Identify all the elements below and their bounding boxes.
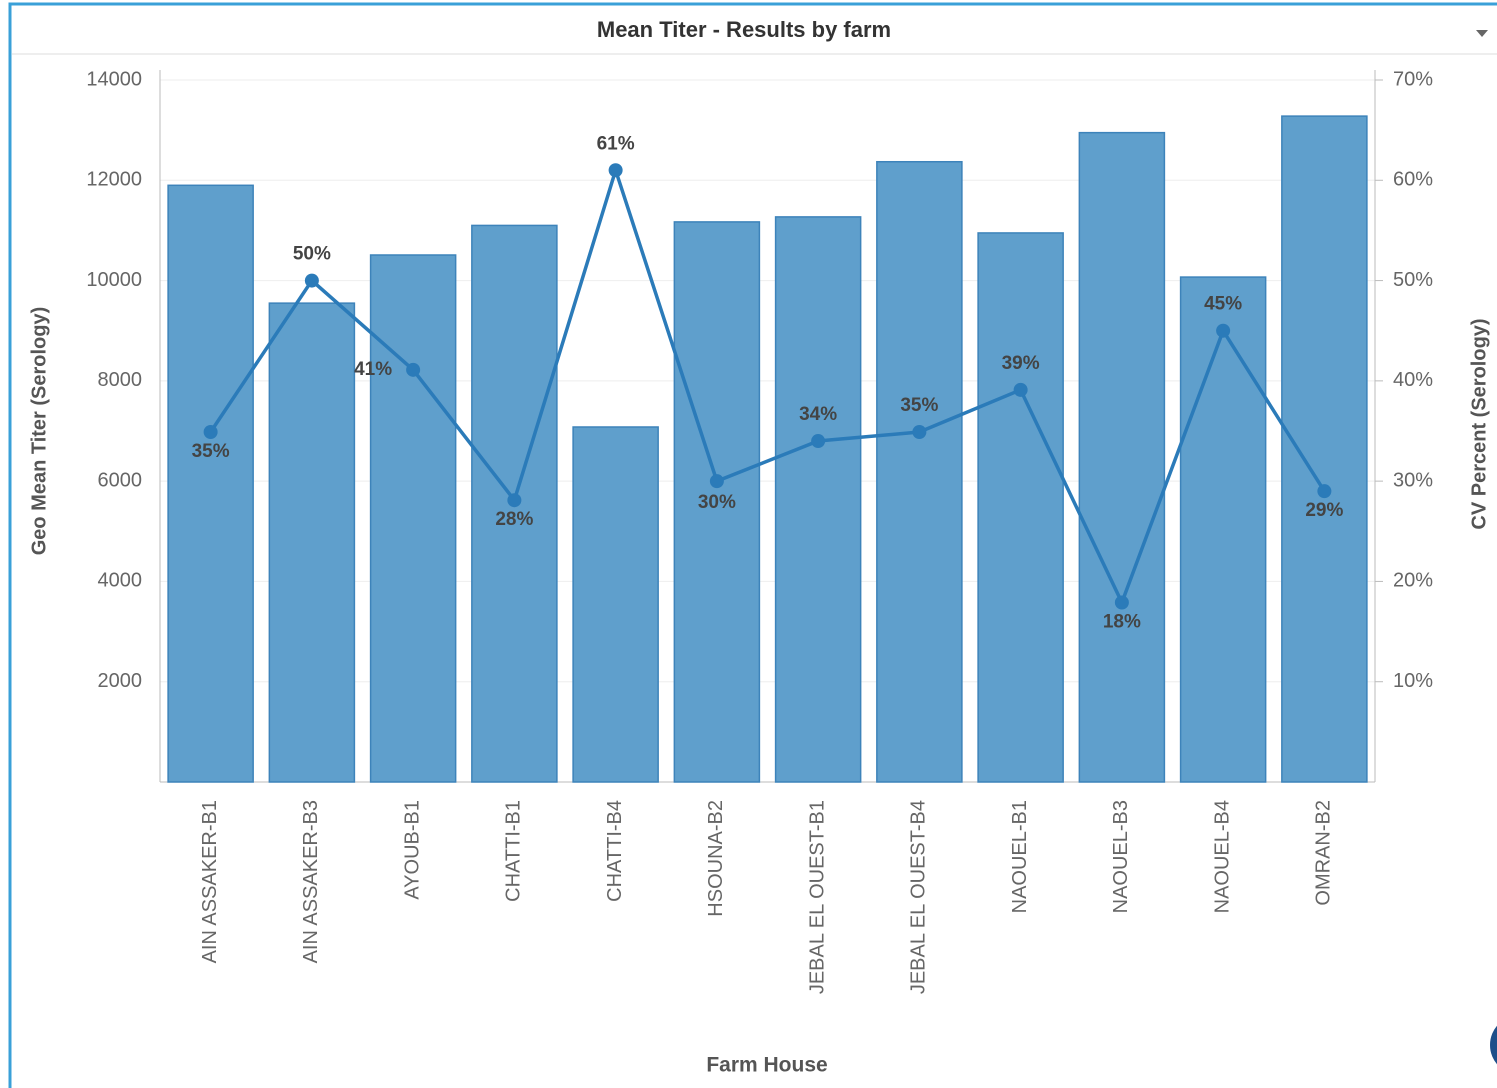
x-tick-label: JEBAL EL OUEST-B4 (908, 800, 930, 994)
y2-tick-label: 50% (1393, 269, 1433, 291)
y-tick-label: 14000 (86, 68, 142, 90)
bar (876, 160, 963, 783)
data-label: 18% (1103, 612, 1141, 633)
bar (572, 426, 659, 783)
data-label: 30% (698, 492, 736, 513)
x-tick-label: AIN ASSAKER-B3 (300, 800, 322, 963)
corner-badge[interactable] (1490, 1015, 1497, 1075)
bar (369, 254, 457, 783)
data-label: 28% (495, 509, 533, 530)
y-tick-label: 2000 (98, 670, 143, 692)
line-point (1216, 323, 1231, 338)
bar (1179, 276, 1267, 783)
line-point (1013, 382, 1028, 397)
y-tick-label: 6000 (98, 469, 143, 491)
dropdown-arrow[interactable] (1476, 30, 1488, 37)
y2-tick-label: 70% (1393, 68, 1433, 90)
x-tick-label: JEBAL EL OUEST-B1 (806, 800, 828, 994)
y2-tick-label: 10% (1393, 670, 1433, 692)
x-tick-label: AYOUB-B1 (401, 800, 423, 900)
x-tick-label: NAOUEL-B3 (1110, 800, 1132, 913)
line-point (203, 425, 218, 440)
line-point (811, 434, 826, 449)
x-tick-label: CHATTI-B1 (503, 800, 525, 902)
bar (774, 216, 862, 783)
line (209, 164, 1326, 607)
line-point (406, 362, 421, 377)
bar (673, 221, 761, 783)
line-point (709, 474, 724, 489)
line-point (507, 493, 522, 508)
data-label: 29% (1305, 500, 1343, 521)
y2-tick-label: 60% (1393, 169, 1433, 191)
x-tick-label: NAOUEL-B1 (1009, 800, 1031, 913)
y2-tick-label: 40% (1393, 369, 1433, 391)
y2-tick-label: 20% (1393, 570, 1433, 592)
bar (167, 184, 254, 783)
y-tick-label: 4000 (98, 570, 143, 592)
y-tick-label: 8000 (98, 369, 143, 391)
bar (1281, 115, 1368, 783)
line-point (1114, 595, 1129, 610)
chart-title: Mean Titer - Results by farm (597, 17, 891, 42)
line-point (304, 273, 319, 288)
x-axis-title: Farm House (706, 1054, 827, 1077)
x-tick-label: CHATTI-B4 (604, 800, 626, 902)
data-label: 41% (354, 359, 392, 380)
y2-axis-title: CV Percent (Serology) (1468, 318, 1490, 529)
data-label: 61% (597, 133, 635, 154)
line-point (608, 163, 623, 178)
bar (268, 302, 356, 783)
bar (1078, 131, 1166, 783)
x-tick-label: OMRAN-B2 (1313, 800, 1335, 906)
x-tick-label: NAOUEL-B4 (1211, 800, 1233, 913)
bar (977, 232, 1064, 783)
data-label: 50% (293, 244, 331, 265)
data-label: 34% (799, 404, 837, 425)
data-label: 35% (192, 441, 230, 462)
y-axis-title: Geo Mean Titer (Serology) (28, 307, 50, 556)
data-label: 35% (900, 395, 938, 416)
y2-tick-label: 30% (1393, 469, 1433, 491)
data-label: 45% (1204, 294, 1242, 315)
x-tick-label: AIN ASSAKER-B1 (199, 800, 221, 963)
y-tick-label: 10000 (86, 269, 142, 291)
line-point (1317, 484, 1332, 499)
y-tick-label: 12000 (86, 169, 142, 191)
x-tick-label: HSOUNA-B2 (705, 800, 727, 917)
data-label: 39% (1002, 353, 1040, 374)
line-point (912, 425, 927, 440)
